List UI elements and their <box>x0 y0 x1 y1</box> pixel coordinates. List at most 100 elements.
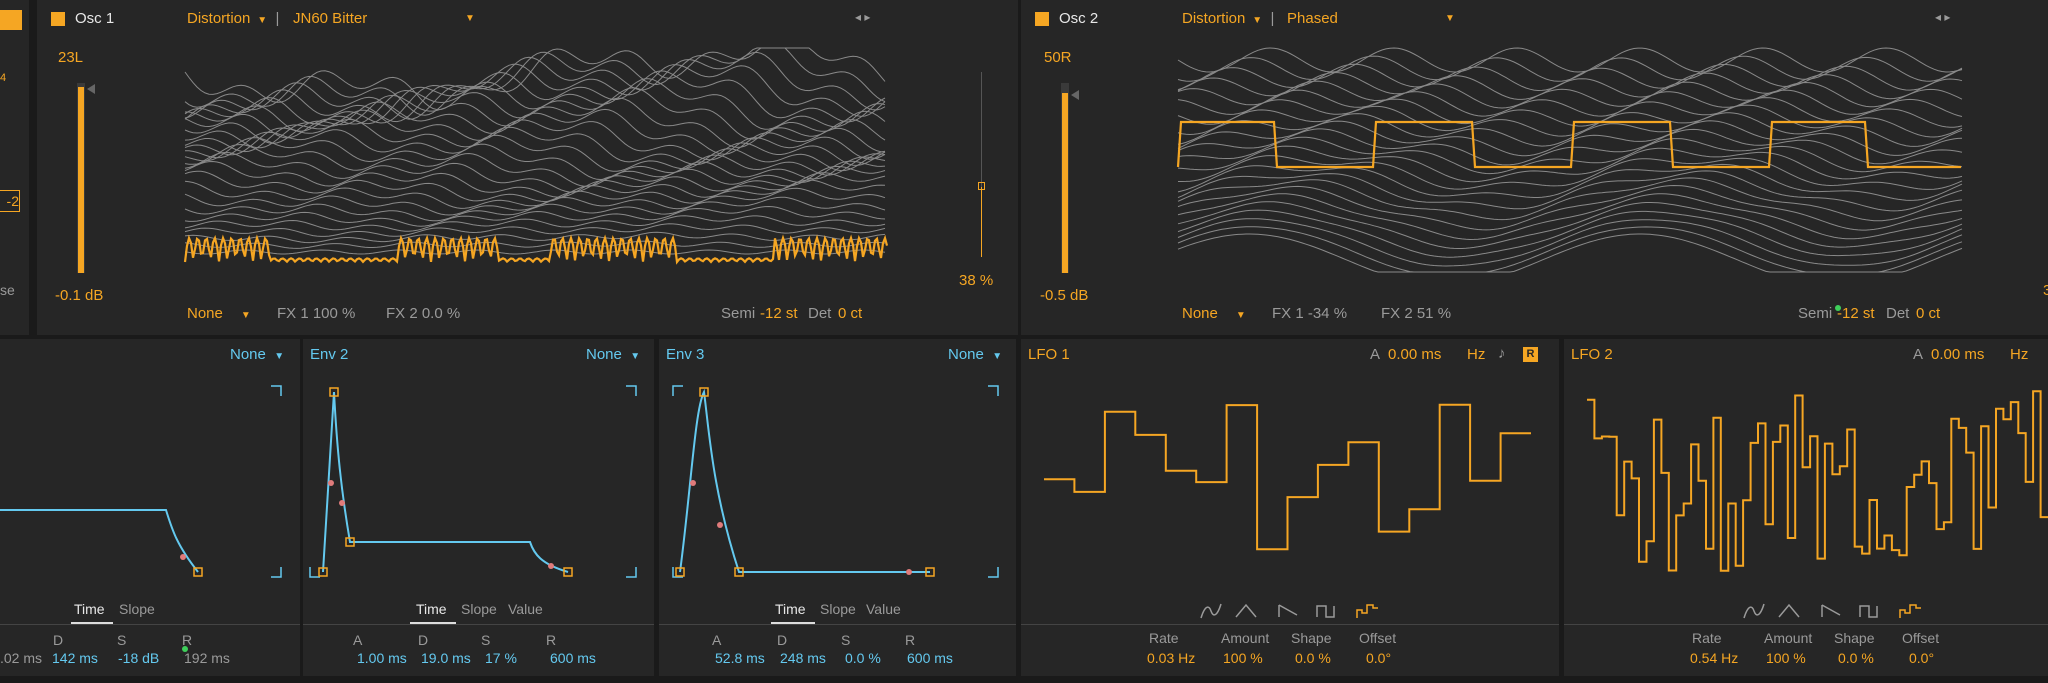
tab-underline <box>771 622 815 624</box>
param-d-label: D <box>53 632 64 648</box>
param-d-value[interactable]: 142 ms <box>52 650 98 666</box>
osc1-det-value[interactable]: 0 ct <box>838 305 863 322</box>
param-s-value[interactable]: 17 % <box>485 650 517 666</box>
param-a-value[interactable]: .02 ms <box>0 650 43 666</box>
chevron-down-icon: ▼ <box>1249 15 1263 26</box>
retrigger-toggle[interactable]: R <box>1523 347 1538 362</box>
osc2-level[interactable]: -0.5 dB <box>1040 287 1089 304</box>
edge-toggle[interactable] <box>0 10 22 30</box>
next-icon[interactable]: ▸ <box>864 10 871 24</box>
osc1-wavetable-display[interactable] <box>37 0 1018 335</box>
osc1-fx-type-select[interactable]: Distortion ▼ | <box>187 10 284 27</box>
lfo1-shape-selector[interactable] <box>1021 339 1559 676</box>
next-icon[interactable]: ▸ <box>1944 10 1951 24</box>
sine-wave-icon[interactable] <box>1200 603 1222 619</box>
env2-mod-select[interactable]: None ▼ <box>586 346 640 363</box>
prev-icon[interactable]: ◂ <box>1935 10 1942 24</box>
sine-wave-icon[interactable] <box>1743 603 1765 619</box>
tab-slope[interactable]: Slope <box>820 601 856 617</box>
env1-mod: None <box>230 346 266 363</box>
osc1-det-label: Det <box>808 305 832 322</box>
tab-time[interactable]: Time <box>416 601 447 617</box>
note-icon[interactable]: ♪ <box>1498 345 1506 362</box>
env3-mod-select[interactable]: None ▼ <box>948 346 1002 363</box>
osc1-position-slider[interactable] <box>978 72 985 257</box>
lfo2-shape-label: Shape <box>1834 630 1875 646</box>
tab-slope[interactable]: Slope <box>461 601 497 617</box>
osc1-wavetable-select[interactable]: JN60 Bitter ▼ <box>293 10 475 27</box>
lfo2-amount-value[interactable]: 100 % <box>1766 650 1806 666</box>
env3-envelope-display[interactable] <box>659 339 1016 676</box>
osc2-toggle[interactable] <box>1035 12 1049 26</box>
env2-envelope-display[interactable] <box>303 339 654 676</box>
tab-slope[interactable]: Slope <box>119 601 155 617</box>
osc2-semi-value[interactable]: -12 st <box>1837 305 1875 322</box>
osc1-level-meter[interactable] <box>77 83 85 273</box>
triangle-wave-icon[interactable] <box>1235 603 1257 618</box>
lfo1-shape-value[interactable]: 0.0 % <box>1295 650 1331 666</box>
lfo1-offset-label: Offset <box>1359 630 1397 646</box>
lfo2-shape-value[interactable]: 0.0 % <box>1838 650 1874 666</box>
lfo1-offset-value[interactable]: 0.0° <box>1366 650 1392 666</box>
square-wave-icon[interactable] <box>1859 605 1878 618</box>
lfo1-attack-value[interactable]: 0.00 ms <box>1388 346 1442 363</box>
triangle-wave-icon[interactable] <box>1778 603 1800 618</box>
env3-title: Env 3 <box>666 346 705 363</box>
edge-tag[interactable]: -2 <box>0 190 20 212</box>
osc2-fx-type-select[interactable]: Distortion ▼ | <box>1182 10 1279 27</box>
saw-wave-icon[interactable] <box>1821 604 1841 617</box>
osc2-level-meter[interactable] <box>1061 83 1069 273</box>
osc2-wavetable-display[interactable] <box>1021 0 2048 335</box>
tab-value[interactable]: Value <box>866 601 901 617</box>
saw-wave-icon[interactable] <box>1278 604 1298 617</box>
osc1-title: Osc 1 <box>75 10 115 27</box>
param-d-value[interactable]: 248 ms <box>780 650 826 666</box>
osc2-pan[interactable]: 50R <box>1044 49 1072 66</box>
env1-mod-select[interactable]: None ▼ <box>230 346 284 363</box>
param-r-value[interactable]: 192 ms <box>184 650 230 666</box>
lfo2-waveform-display[interactable] <box>1564 339 2048 676</box>
osc1-semi-value[interactable]: -12 st <box>760 305 798 322</box>
osc1-fx1[interactable]: FX 1 100 % <box>277 305 356 322</box>
param-d-value[interactable]: 19.0 ms <box>421 650 471 666</box>
osc2-fx2[interactable]: FX 2 51 % <box>1381 305 1452 322</box>
param-s-value[interactable]: 0.0 % <box>845 650 881 666</box>
tab-value[interactable]: Value <box>508 601 543 617</box>
osc1-level[interactable]: -0.1 dB <box>55 287 104 304</box>
osc2-prev-next[interactable]: ◂ ▸ <box>1935 10 1950 24</box>
param-a-value[interactable]: 52.8 ms <box>715 650 765 666</box>
lfo2-unit-hz[interactable]: Hz <box>2010 346 2029 363</box>
lfo2-shape-selector[interactable] <box>1564 339 2048 676</box>
triangle-marker-icon <box>87 84 95 94</box>
param-a-value[interactable]: 1.00 ms <box>357 650 407 666</box>
tab-time[interactable]: Time <box>775 601 806 617</box>
osc1-slider-handle[interactable] <box>978 182 985 190</box>
env1-envelope-display[interactable] <box>0 339 300 676</box>
osc2-wavetable-select[interactable]: Phased ▼ <box>1287 10 1467 27</box>
osc1-fx2[interactable]: FX 2 0.0 % <box>386 305 461 322</box>
osc1-filter-select[interactable]: None ▼ <box>187 305 251 322</box>
osc2-semi-label: Semi <box>1798 305 1833 322</box>
osc1-toggle[interactable] <box>51 12 65 26</box>
tab-time[interactable]: Time <box>74 601 105 617</box>
osc1-position-value[interactable]: 38 % <box>959 272 994 289</box>
osc2-det-value[interactable]: 0 ct <box>1916 305 1941 322</box>
random-wave-icon[interactable] <box>1899 604 1921 618</box>
lfo2-rate-value[interactable]: 0.54 Hz <box>1690 650 1739 666</box>
lfo1-amount-value[interactable]: 100 % <box>1223 650 1263 666</box>
lfo1-rate-value[interactable]: 0.03 Hz <box>1147 650 1196 666</box>
lfo2-offset-value[interactable]: 0.0° <box>1909 650 1935 666</box>
prev-icon[interactable]: ◂ <box>855 10 862 24</box>
square-wave-icon[interactable] <box>1316 605 1335 618</box>
lfo1-unit-hz[interactable]: Hz <box>1467 346 1486 363</box>
osc2-filter-select[interactable]: None ▼ <box>1182 305 1246 322</box>
osc1-prev-next[interactable]: ◂ ▸ <box>855 10 870 24</box>
osc2-fx1[interactable]: FX 1 -34 % <box>1272 305 1348 322</box>
lfo1-waveform-display[interactable] <box>1021 339 1559 676</box>
osc1-pan[interactable]: 23L <box>58 49 84 66</box>
param-r-value[interactable]: 600 ms <box>550 650 596 666</box>
param-s-value[interactable]: -18 dB <box>118 650 160 666</box>
param-r-value[interactable]: 600 ms <box>907 650 953 666</box>
random-wave-icon[interactable] <box>1356 604 1378 618</box>
lfo2-attack-value[interactable]: 0.00 ms <box>1931 346 1985 363</box>
